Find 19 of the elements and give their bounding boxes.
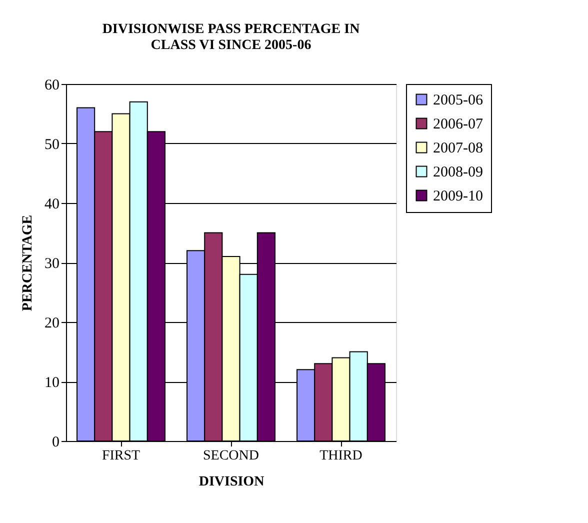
y-tick-label: 40: [44, 196, 60, 212]
y-tick-label: 30: [44, 256, 60, 272]
y-axis-title: PERCENTAGE: [20, 214, 36, 312]
y-tick-label: 0: [52, 434, 60, 450]
x-tick-label: SECOND: [202, 448, 260, 464]
y-tick-label: 10: [44, 375, 60, 391]
text: CLASS VI SINCE 2005-06: [150, 38, 312, 53]
y-tick-label: 20: [44, 316, 60, 332]
legend-label: 2009-10: [433, 188, 483, 204]
legend-label: 2007-08: [433, 140, 483, 156]
x-tick-label: FIRST: [102, 448, 141, 464]
legend-label: 2008-09: [433, 164, 483, 180]
text: DIVISIONWISE PASS PERCENTAGE IN: [102, 22, 360, 37]
legend-label: 2005-06: [433, 92, 484, 108]
x-tick-label: THIRD: [320, 448, 362, 464]
y-tick-label: 50: [44, 137, 60, 153]
legend-label: 2006-07: [433, 116, 484, 132]
y-tick-label: 60: [44, 78, 60, 94]
x-axis-title: DIVISION: [198, 474, 264, 490]
